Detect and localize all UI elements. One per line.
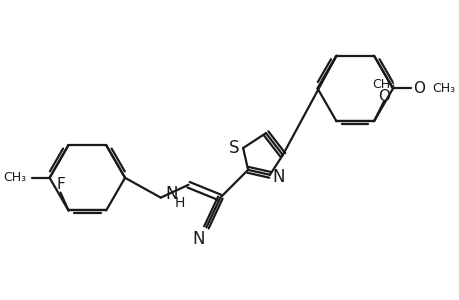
Text: N: N	[192, 230, 204, 248]
Text: S: S	[229, 139, 239, 157]
Text: O: O	[412, 81, 424, 96]
Text: O: O	[377, 89, 389, 104]
Text: N: N	[272, 168, 285, 186]
Text: N: N	[165, 185, 178, 203]
Text: H: H	[174, 196, 185, 210]
Text: CH₃: CH₃	[432, 82, 455, 95]
Text: CH₃: CH₃	[3, 171, 26, 184]
Text: CH₃: CH₃	[372, 78, 395, 91]
Text: F: F	[56, 177, 65, 192]
